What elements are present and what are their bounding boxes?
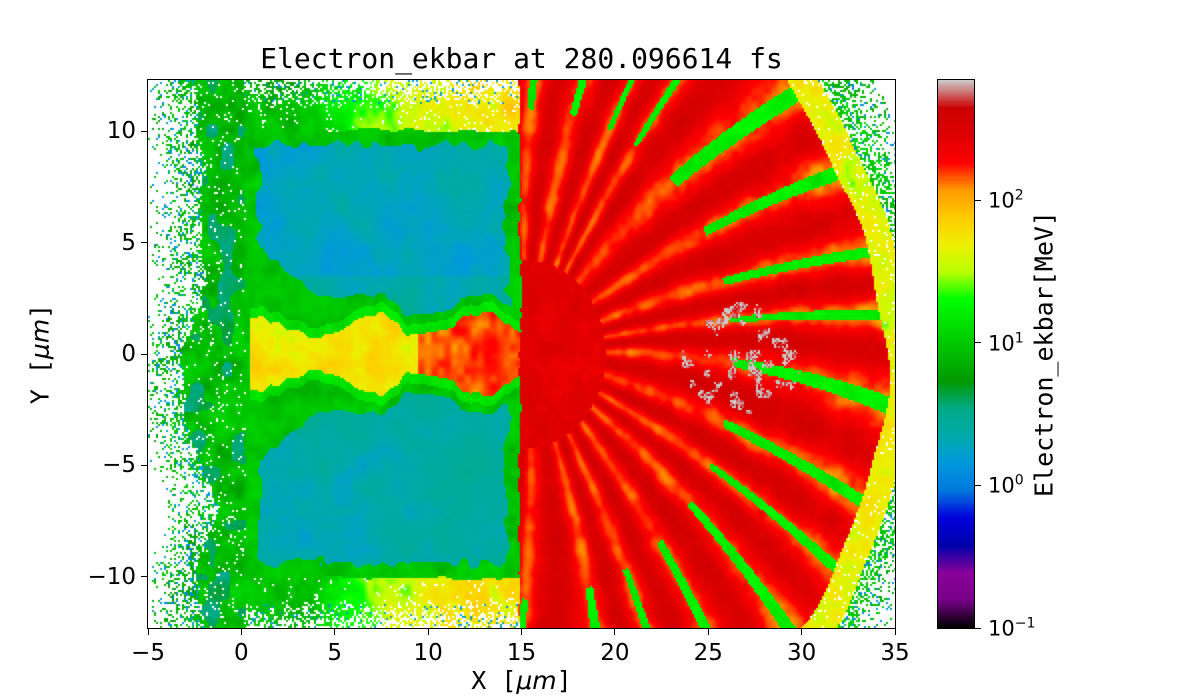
- x-tick-label: 30: [786, 640, 817, 666]
- x-axis-label-units: μm: [516, 666, 557, 695]
- colorbar: [937, 79, 975, 629]
- plot-area: [147, 79, 896, 629]
- x-tick-label: 20: [600, 640, 630, 666]
- y-tick-label: 0: [121, 341, 136, 367]
- x-tick-mark: [334, 629, 336, 635]
- x-axis-label-text: X [: [471, 666, 517, 695]
- y-tick-mark: [141, 576, 147, 578]
- colorbar-tick-exponent: 0: [1014, 472, 1024, 489]
- colorbar-tick-exponent: 2: [1014, 187, 1024, 204]
- colorbar-tick-base: 10: [988, 188, 1015, 213]
- colorbar-tick-mark: [975, 484, 981, 486]
- y-tick-mark: [141, 130, 147, 132]
- colorbar-tick-exponent: 1: [1014, 330, 1024, 347]
- colorbar-tick-label: 101: [988, 330, 1024, 355]
- x-tick-mark: [427, 629, 429, 635]
- x-tick-label: 25: [693, 640, 723, 666]
- x-tick-mark: [240, 629, 242, 635]
- colorbar-tick-base: 10: [988, 473, 1015, 498]
- y-tick-label: 10: [106, 118, 136, 145]
- y-tick-mark: [141, 353, 147, 355]
- y-tick-label: 5: [121, 229, 136, 256]
- colorbar-tick-exponent: −1: [1014, 615, 1036, 632]
- colorbar-canvas: [938, 80, 974, 628]
- y-tick-mark: [141, 464, 147, 466]
- x-tick-label: −5: [131, 640, 165, 666]
- x-axis-label-close: ]: [556, 666, 572, 695]
- colorbar-tick-base: 10: [988, 331, 1015, 356]
- colorbar-tick-label: 102: [988, 188, 1024, 213]
- x-tick-mark: [894, 629, 896, 635]
- plot-title: Electron_ekbar at 280.096614 fs: [260, 42, 783, 75]
- y-axis-label-units: μm: [25, 318, 55, 360]
- x-tick-mark: [707, 629, 709, 635]
- heatmap-canvas: [148, 80, 895, 628]
- x-tick-label: 0: [234, 640, 249, 666]
- x-tick-label: 10: [413, 640, 443, 666]
- x-tick-mark: [801, 629, 803, 635]
- x-axis-label: X [μm]: [147, 666, 896, 695]
- y-tick-label: −5: [102, 452, 136, 479]
- colorbar-tick-mark: [975, 342, 981, 344]
- colorbar-label: Electron_ekbar[MeV]: [1029, 211, 1059, 497]
- x-tick-label: 5: [327, 640, 343, 666]
- colorbar-tick-base: 10: [988, 616, 1015, 641]
- x-tick-label: 15: [506, 640, 537, 666]
- y-tick-mark: [141, 242, 147, 244]
- y-tick-label: −10: [87, 563, 136, 590]
- y-axis-label-text: Y [: [25, 359, 55, 405]
- x-tick-mark: [521, 629, 522, 635]
- x-tick-mark: [147, 629, 149, 635]
- x-tick-label: 35: [880, 640, 910, 666]
- colorbar-tick-mark: [975, 627, 981, 629]
- colorbar-tick-mark: [975, 199, 981, 201]
- colorbar-tick-label: 100: [988, 473, 1024, 498]
- y-axis-label-close: ]: [25, 303, 55, 319]
- y-axis-label: Y [μm]: [26, 304, 55, 404]
- colorbar-tick-label: 10−1: [988, 616, 1035, 641]
- x-tick-mark: [614, 629, 616, 635]
